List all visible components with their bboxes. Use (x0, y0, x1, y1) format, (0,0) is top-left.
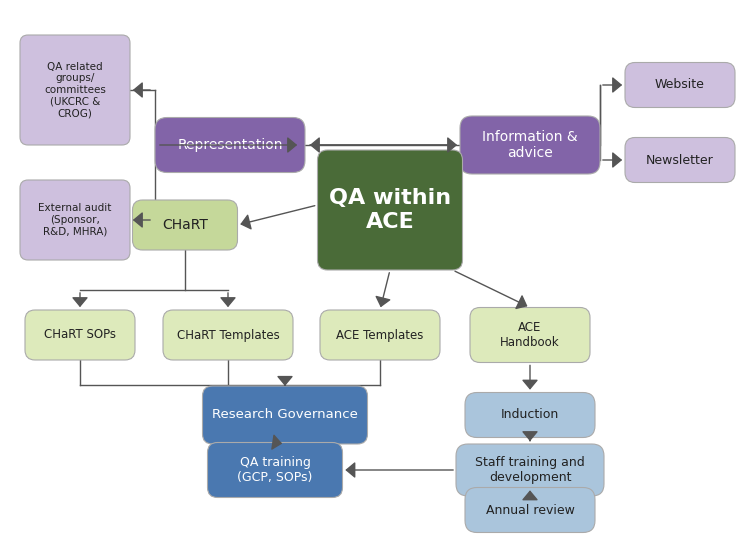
Text: CHaRT Templates: CHaRT Templates (177, 329, 279, 342)
Text: Induction: Induction (501, 409, 559, 422)
Text: Annual review: Annual review (485, 504, 574, 517)
Text: External audit
(Sponsor,
R&D, MHRA): External audit (Sponsor, R&D, MHRA) (38, 204, 112, 237)
FancyBboxPatch shape (456, 444, 604, 496)
Text: QA training
(GCP, SOPs): QA training (GCP, SOPs) (237, 456, 313, 484)
Text: Staff training and
development: Staff training and development (476, 456, 585, 484)
FancyBboxPatch shape (470, 308, 590, 362)
FancyBboxPatch shape (317, 150, 463, 270)
Text: Newsletter: Newsletter (646, 154, 714, 166)
FancyBboxPatch shape (155, 118, 305, 172)
FancyBboxPatch shape (460, 116, 600, 174)
FancyBboxPatch shape (625, 62, 735, 107)
FancyBboxPatch shape (163, 310, 293, 360)
Text: CHaRT: CHaRT (162, 218, 208, 232)
Text: Representation: Representation (177, 138, 283, 152)
FancyBboxPatch shape (465, 393, 595, 438)
FancyBboxPatch shape (20, 35, 130, 145)
FancyBboxPatch shape (208, 442, 343, 497)
FancyBboxPatch shape (25, 310, 135, 360)
Text: Information &
advice: Information & advice (482, 130, 578, 160)
Text: CHaRT SOPs: CHaRT SOPs (44, 329, 116, 342)
FancyBboxPatch shape (625, 137, 735, 183)
Text: QA within
ACE: QA within ACE (329, 188, 451, 231)
Text: Research Governance: Research Governance (212, 409, 358, 422)
Text: QA related
groups/
committees
(UKCRC &
CROG): QA related groups/ committees (UKCRC & C… (44, 62, 106, 118)
FancyBboxPatch shape (20, 180, 130, 260)
FancyBboxPatch shape (465, 488, 595, 533)
FancyBboxPatch shape (320, 310, 440, 360)
FancyBboxPatch shape (202, 386, 368, 444)
Text: ACE Templates: ACE Templates (336, 329, 424, 342)
Text: Website: Website (655, 78, 705, 91)
FancyBboxPatch shape (133, 200, 238, 250)
Text: ACE
Handbook: ACE Handbook (500, 321, 560, 349)
